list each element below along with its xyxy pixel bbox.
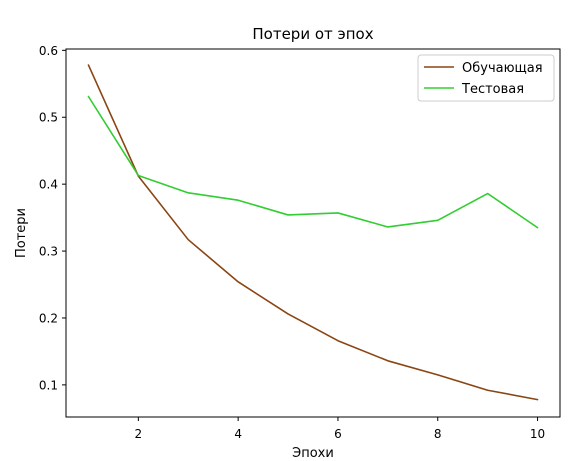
y-tick-label: 0.5 xyxy=(39,111,58,125)
legend-label-test: Тестовая xyxy=(461,82,524,97)
plot-frame xyxy=(65,48,561,418)
legend-label-train: Обучающая xyxy=(462,61,543,76)
plot-lines xyxy=(87,64,539,401)
x-axis-ticks: 2 4 6 8 10 xyxy=(135,417,545,441)
y-tick-label: 0.3 xyxy=(39,245,58,259)
y-tick-label: 0.6 xyxy=(39,44,58,58)
x-tick-label: 10 xyxy=(530,427,545,441)
y-axis-label: Потери xyxy=(14,208,29,258)
y-axis-ticks: 0.1 0.2 0.3 0.4 0.5 0.6 xyxy=(39,44,66,392)
series-line-train xyxy=(87,64,539,401)
x-axis-label: Эпохи xyxy=(292,446,334,461)
legend: Обучающая Тестовая xyxy=(417,54,555,102)
series-line-test xyxy=(87,95,539,229)
y-tick-label: 0.2 xyxy=(39,311,58,325)
y-tick-label: 0.4 xyxy=(39,178,58,192)
chart-title: Потери от эпох xyxy=(252,25,373,43)
y-tick-label: 0.1 xyxy=(39,378,58,392)
x-tick-label: 2 xyxy=(135,427,143,441)
x-tick-label: 6 xyxy=(334,427,342,441)
x-tick-label: 8 xyxy=(434,427,442,441)
x-tick-label: 4 xyxy=(234,427,242,441)
